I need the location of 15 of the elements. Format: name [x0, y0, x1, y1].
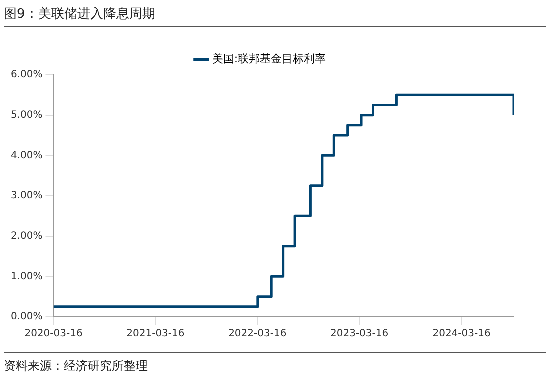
x-tick-label: 2023-03-16: [330, 328, 389, 340]
y-tick-label: 3.00%: [10, 190, 43, 202]
y-tick-label: 5.00%: [10, 110, 43, 121]
x-tick-label: 2021-03-16: [126, 328, 185, 340]
x-tick-label: 2022-03-16: [228, 328, 287, 340]
x-tick-label: 2024-03-16: [432, 328, 491, 340]
text: 资料来源：经济研究所整理: [4, 358, 148, 375]
y-tick-label: 2.00%: [10, 230, 43, 242]
y-tick-label: 0.00%: [10, 312, 43, 323]
y-tick-label: 1.00%: [10, 271, 43, 282]
y-tick-label: 4.00%: [10, 150, 43, 162]
x-tick-label: 2020-03-16: [24, 328, 83, 340]
legend-label: 美国:联邦基金目标利率: [212, 52, 326, 66]
y-tick-label: 6.00%: [10, 70, 43, 81]
chart-title: 图9：美联储进入降息周期: [4, 6, 156, 23]
